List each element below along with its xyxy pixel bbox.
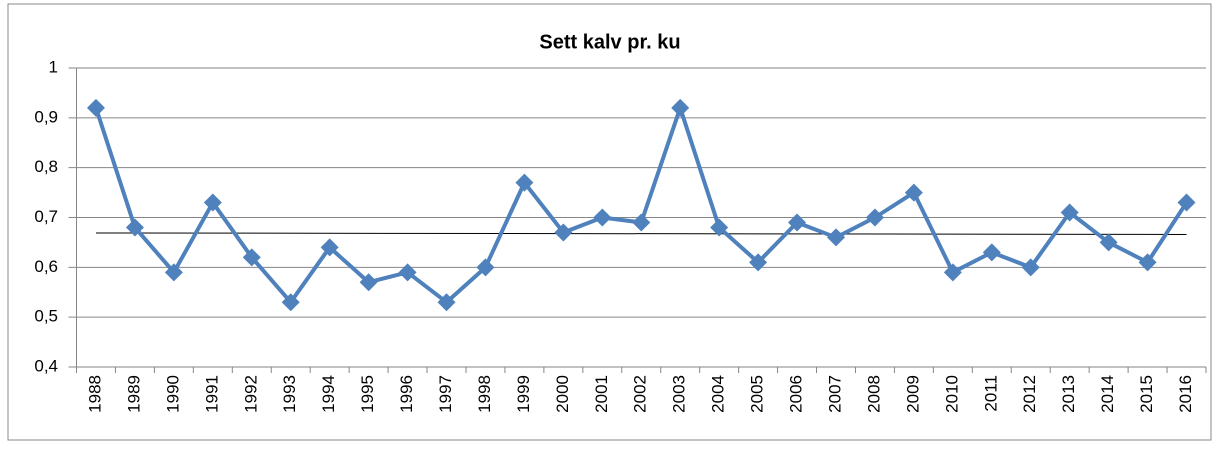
marker (281, 293, 300, 312)
marker (1099, 233, 1118, 252)
x-tick-label: 1994 (319, 375, 338, 413)
x-tick-label: 2008 (864, 375, 883, 413)
y-tick-label: 0,7 (34, 207, 58, 226)
marker (1060, 203, 1079, 222)
x-tick-label: 2015 (1137, 375, 1156, 413)
x-tick-label: 1993 (280, 375, 299, 413)
x-tick-label: 2014 (1098, 375, 1117, 413)
x-tick-label: 2009 (903, 375, 922, 413)
marker (904, 183, 923, 202)
marker (982, 243, 1001, 262)
y-tick-label: 0,5 (34, 307, 58, 326)
x-tick-label: 1989 (124, 375, 143, 413)
x-tick-label: 2004 (709, 375, 728, 413)
y-tick-label: 0,9 (34, 107, 58, 126)
x-tick-label: 2013 (1059, 375, 1078, 413)
x-tick-label: 1997 (436, 375, 455, 413)
marker (320, 238, 339, 257)
marker (1177, 193, 1196, 212)
x-tick-label: 2016 (1176, 375, 1195, 413)
marker (359, 273, 378, 292)
x-tick-label: 2002 (631, 375, 650, 413)
marker (125, 218, 144, 237)
x-tick-label: 2001 (592, 375, 611, 413)
marker (398, 263, 417, 282)
trendline (95, 232, 1187, 235)
marker (671, 98, 690, 117)
x-tick-label: 1992 (241, 375, 260, 413)
x-tick-label: 1995 (358, 375, 377, 413)
marker (593, 208, 612, 227)
marker (203, 193, 222, 212)
y-tick-label: 1 (49, 57, 58, 76)
x-tick-label: 1991 (202, 375, 221, 413)
x-tick-label: 1998 (475, 375, 494, 413)
marker (86, 98, 105, 117)
marker (749, 253, 768, 272)
x-tick-label: 1996 (397, 375, 416, 413)
marker (710, 218, 729, 237)
marker (865, 208, 884, 227)
marker (515, 173, 534, 192)
marker (554, 223, 573, 242)
x-tick-label: 2005 (748, 375, 767, 413)
marker (943, 263, 962, 282)
chart-title: Sett kalv pr. ku (539, 31, 680, 53)
marker (1138, 253, 1157, 272)
x-tick-label: 2010 (942, 375, 961, 413)
marker (242, 248, 261, 267)
y-tick-label: 0,4 (34, 356, 58, 375)
x-tick-label: 2011 (981, 375, 1000, 412)
marker (164, 263, 183, 282)
x-tick-label: 2007 (825, 375, 844, 413)
marker (437, 293, 456, 312)
x-tick-label: 1990 (163, 375, 182, 413)
x-tick-label: 2003 (670, 375, 689, 413)
marker (1021, 258, 1040, 277)
x-tick-label: 2000 (553, 375, 572, 413)
y-tick-label: 0,8 (34, 157, 58, 176)
marker (788, 213, 807, 232)
x-tick-label: 2006 (787, 375, 806, 413)
x-tick-label: 1988 (85, 375, 104, 413)
marker (826, 228, 845, 247)
y-tick-label: 0,6 (34, 257, 58, 276)
marker (632, 213, 651, 232)
marker (476, 258, 495, 277)
x-tick-label: 1999 (514, 375, 533, 413)
chart-frame (7, 3, 1212, 441)
x-tick-label: 2012 (1020, 375, 1039, 413)
